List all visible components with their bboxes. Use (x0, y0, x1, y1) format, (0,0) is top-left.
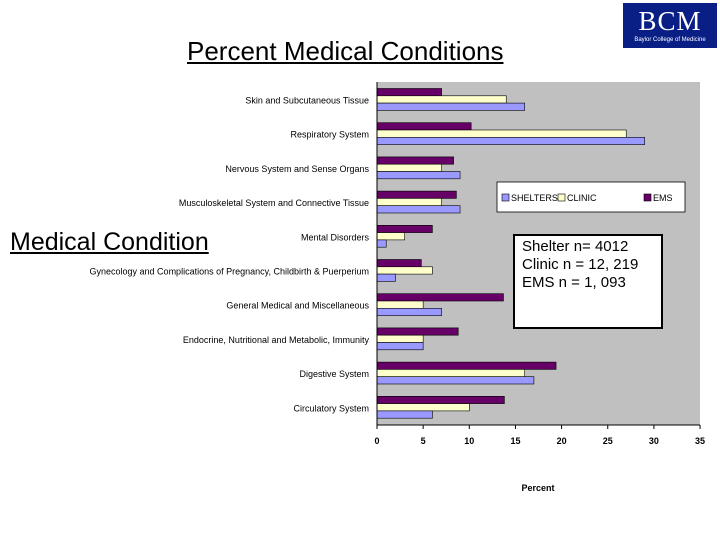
clinic-n: Clinic n = 12, 219 (522, 256, 639, 273)
bar-ems-skin-and-subcutaneous-tissue (376, 88, 442, 97)
legend-label-shelters: SHELTERS (511, 193, 558, 203)
category-label: Mental Disorders (301, 232, 370, 242)
shelter-n: Shelter n= 4012 (522, 238, 629, 255)
bar-shelters-nervous-system-and-sense-organs (376, 171, 461, 180)
bar-shelters-respiratory-system (376, 137, 645, 145)
bar-clinic-gynecology-and-complications-of-pregnancy-childbirth-puerperium (376, 266, 433, 275)
bar-ems-respiratory-system (376, 122, 472, 131)
legend-swatch-ems (643, 193, 652, 202)
x-tick-label: 20 (557, 436, 567, 446)
category-label: Skin and Subcutaneous Tissue (245, 96, 369, 106)
bar-shelters-endocrine-nutritional-and-metabolic-immunity (376, 342, 424, 351)
x-tick-label: 15 (510, 436, 520, 446)
legend-label-clinic: CLINIC (567, 193, 597, 203)
ems-n: EMS n = 1, 093 (522, 274, 626, 291)
bar-clinic-digestive-system (376, 369, 525, 377)
category-label: Respiratory System (290, 130, 369, 140)
x-tick-label: 5 (421, 436, 426, 446)
bar-ems-digestive-system (376, 361, 557, 370)
bar-shelters-gynecology-and-complications-of-pregnancy-childbirth-puerperium (376, 273, 396, 282)
bar-shelters-circulatory-system (376, 410, 433, 419)
bar-shelters-general-medical-and-miscellaneous (376, 307, 442, 316)
bar-ems-general-medical-and-miscellaneous (376, 293, 504, 302)
legend-swatch-shelters (501, 193, 510, 202)
x-tick-label: 30 (649, 436, 659, 446)
x-tick-label: 0 (374, 436, 379, 446)
x-tick-label: 10 (464, 436, 474, 446)
x-tick-label: 25 (603, 436, 613, 446)
bar-shelters-digestive-system (376, 376, 535, 385)
category-label: Gynecology and Complications of Pregnanc… (90, 267, 369, 277)
category-label: Nervous System and Sense Organs (225, 164, 369, 174)
logo-text: BCM (638, 6, 702, 36)
category-label: Endocrine, Nutritional and Metabolic, Im… (183, 335, 370, 345)
bar-clinic-skin-and-subcutaneous-tissue (376, 95, 507, 104)
legend-swatch-clinic (557, 193, 566, 202)
bar-clinic-respiratory-system (376, 129, 627, 138)
bar-clinic-general-medical-and-miscellaneous (376, 300, 424, 309)
legend-label-ems: EMS (653, 193, 673, 203)
bar-shelters-skin-and-subcutaneous-tissue (376, 102, 525, 111)
bar-ems-nervous-system-and-sense-organs (376, 156, 454, 165)
category-label: Digestive System (299, 369, 369, 379)
x-axis-title: Percent (521, 483, 554, 493)
bar-clinic-musculoskeletal-system-and-connective-tissue (376, 198, 442, 206)
sample-size-box: Shelter n= 4012 Clinic n = 12, 219 EMS n… (513, 234, 663, 329)
bar-ems-circulatory-system (376, 395, 505, 404)
bar-ems-musculoskeletal-system-and-connective-tissue (376, 190, 457, 199)
bar-ems-mental-disorders (376, 225, 433, 233)
category-label: Musculoskeletal System and Connective Ti… (179, 198, 369, 208)
bar-clinic-nervous-system-and-sense-organs (376, 163, 442, 172)
bar-ems-gynecology-and-complications-of-pregnancy-childbirth-puerperium (376, 259, 422, 268)
bar-clinic-circulatory-system (376, 403, 470, 412)
category-label: Circulatory System (293, 403, 369, 413)
x-tick-label: 35 (695, 436, 705, 446)
logo-subtext: Baylor College of Medicine (634, 37, 706, 43)
bar-ems-endocrine-nutritional-and-metabolic-immunity (376, 327, 459, 336)
bar-shelters-mental-disorders (376, 239, 387, 248)
bar-shelters-musculoskeletal-system-and-connective-tissue (376, 205, 461, 214)
bar-clinic-mental-disorders (376, 232, 405, 241)
category-labels: Skin and Subcutaneous Tissue Respiratory … (90, 96, 370, 414)
legend-box (496, 181, 686, 213)
category-label: General Medical and Miscellaneous (226, 301, 369, 311)
medical-condition-heading: Medical Condition (10, 228, 209, 257)
page-title: Percent Medical Conditions (187, 36, 504, 66)
x-ticks: 0 5 10 15 20 25 30 35 (374, 425, 705, 446)
bar-clinic-endocrine-nutritional-and-metabolic-immunity (376, 334, 424, 343)
legend: SHELTERS CLINIC EMS (496, 181, 686, 213)
bcm-logo: BCM Baylor College of Medicine (623, 3, 717, 48)
